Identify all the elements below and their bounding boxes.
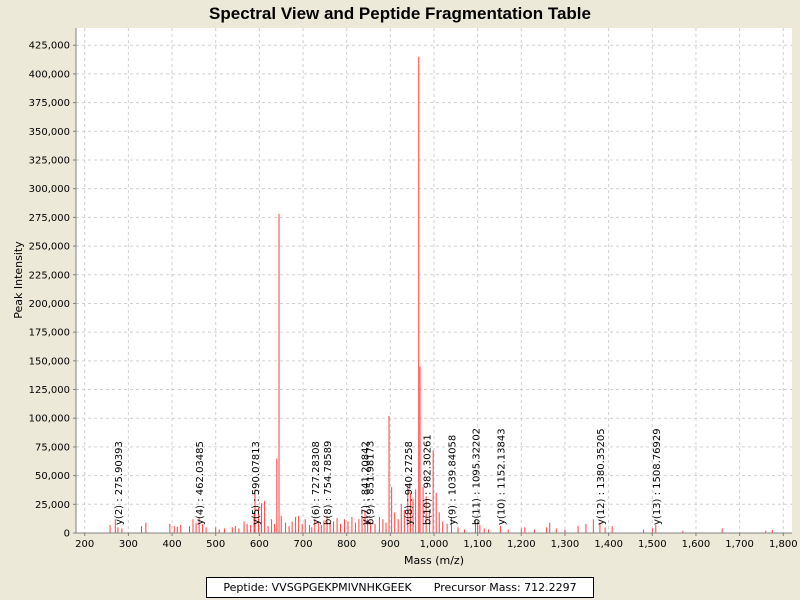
- fragment-annotation: y(9) : 1039.84058: [447, 435, 458, 525]
- y-tick-label: 300,000: [29, 184, 70, 195]
- legend-precursor: Precursor Mass: 712.2297: [433, 581, 577, 594]
- y-tick-label: 425,000: [29, 41, 70, 52]
- y-tick-label: 50,000: [35, 471, 70, 482]
- y-tick-label: 0: [64, 529, 70, 540]
- y-tick-label: 100,000: [29, 414, 70, 425]
- x-tick-label: 300: [119, 539, 138, 550]
- y-tick-label: 250,000: [29, 242, 70, 253]
- y-axis-label: Peak Intensity: [12, 241, 25, 319]
- x-tick-label: 1,500: [638, 539, 667, 550]
- fragment-annotation: b(11) : 1095.32202: [472, 428, 483, 525]
- fragment-annotation: y(5) : 590.07813: [251, 441, 262, 525]
- fragment-annotation: b(9) : 851.98173: [365, 441, 376, 525]
- y-tick-label: 200,000: [29, 299, 70, 310]
- y-tick-label: 225,000: [29, 270, 70, 281]
- x-tick-label: 1,400: [594, 539, 623, 550]
- y-tick-label: 275,000: [29, 213, 70, 224]
- x-tick-label: 600: [250, 539, 269, 550]
- y-tick-label: 350,000: [29, 127, 70, 138]
- peaks: [109, 56, 773, 533]
- y-tick-label: 150,000: [29, 356, 70, 367]
- x-tick-label: 1,000: [420, 539, 449, 550]
- x-tick-label: 1,800: [769, 539, 798, 550]
- y-tick-label: 325,000: [29, 155, 70, 166]
- legend-peptide: Peptide: VVSGPGEKPMIVNHKGEEK: [223, 581, 412, 594]
- y-tick-label: 400,000: [29, 69, 70, 80]
- fragment-annotation: y(2) : 275.90393: [114, 441, 125, 525]
- fragment-annotation: y(7) : 841.20842: [361, 441, 372, 525]
- x-tick-label: 400: [163, 539, 182, 550]
- x-tick-label: 800: [337, 539, 356, 550]
- x-tick-label: 1,200: [507, 539, 536, 550]
- fragment-annotation: y(4) : 462.03485: [195, 441, 206, 525]
- x-tick-label: 900: [381, 539, 400, 550]
- y-tick-label: 175,000: [29, 328, 70, 339]
- x-tick-label: 500: [206, 539, 225, 550]
- legend-box: Peptide: VVSGPGEKPMIVNHKGEEK Precursor M…: [206, 577, 594, 598]
- chart-title: Spectral View and Peptide Fragmentation …: [209, 4, 591, 23]
- fragment-annotation: y(12) : 1380.35205: [596, 428, 607, 525]
- x-tick-label: 700: [293, 539, 312, 550]
- fragment-annotation: y(13) : 1508.76929: [652, 428, 663, 525]
- y-tick-label: 125,000: [29, 385, 70, 396]
- x-tick-label: 1,600: [682, 539, 711, 550]
- y-tick-label: 375,000: [29, 98, 70, 109]
- spectrum-chart: y(2) : 275.90393 y(4) : 462.03485 y(5) : 5…: [12, 28, 798, 567]
- y-tick-label: 75,000: [35, 442, 70, 453]
- annotations: y(2) : 275.90393 y(4) : 462.03485 y(5) : 5…: [114, 428, 663, 525]
- fragment-annotation: b(10) : 982.30261: [422, 434, 433, 525]
- x-tick-label: 1,700: [725, 539, 754, 550]
- x-axis: 200 300 400 500 600 700 800 900 1,000 1,100 1,200 1…: [75, 532, 798, 550]
- y-tick-label: 25,000: [35, 500, 70, 511]
- fragment-annotation: b(8) : 754.78589: [323, 441, 334, 525]
- fragment-annotation: y(6) : 727.28308: [311, 441, 322, 525]
- fragment-annotation: y(8) : 940.27258: [404, 441, 415, 525]
- fragment-annotation: y(10) : 1152.13843: [496, 428, 507, 525]
- x-tick-label: 1,100: [463, 539, 492, 550]
- x-tick-label: 200: [75, 539, 94, 550]
- x-axis-label: Mass (m/z): [404, 554, 464, 567]
- x-tick-label: 1,300: [551, 539, 580, 550]
- y-axis: 0 25,000 50,000 75,000 100,000 125,000 150,000…: [29, 28, 77, 540]
